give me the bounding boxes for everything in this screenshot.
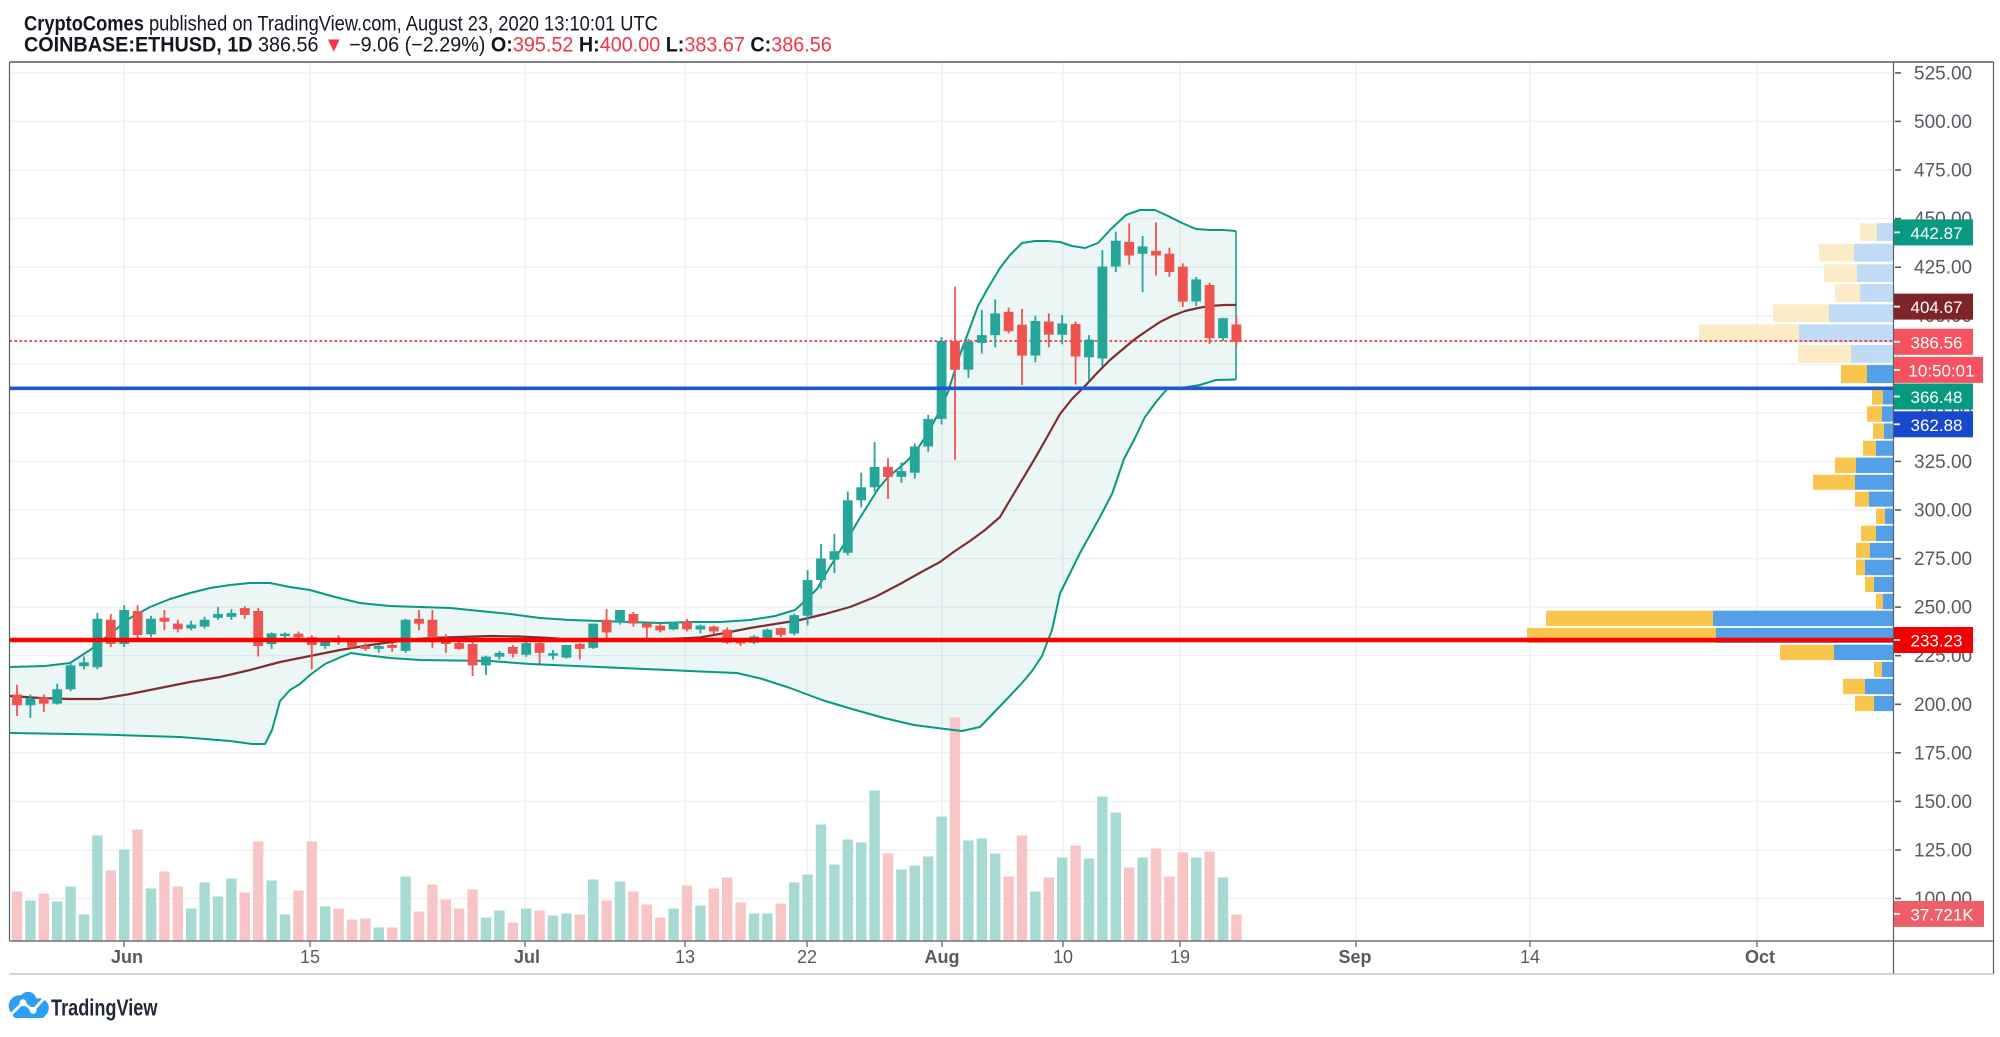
svg-text:14: 14 [1520,947,1540,967]
svg-text:Jun: Jun [111,947,143,967]
svg-text:200.00: 200.00 [1914,695,1972,716]
svg-text:475.00: 475.00 [1914,161,1972,182]
svg-text:19: 19 [1170,947,1190,967]
svg-text:13: 13 [675,947,695,967]
svg-text:22: 22 [797,947,817,967]
svg-text:10: 10 [1053,947,1073,967]
svg-text:386.56: 386.56 [1911,333,1963,352]
svg-text:300.00: 300.00 [1914,501,1972,522]
svg-text:362.88: 362.88 [1911,416,1963,435]
svg-text:10:50:01: 10:50:01 [1908,361,1974,380]
svg-text:500.00: 500.00 [1914,112,1972,133]
svg-text:250.00: 250.00 [1914,598,1972,619]
svg-text:404.67: 404.67 [1911,298,1963,317]
svg-text:125.00: 125.00 [1914,841,1972,862]
svg-text:Aug: Aug [925,947,960,967]
svg-text:175.00: 175.00 [1914,743,1972,764]
svg-text:TradingView: TradingView [51,996,158,1022]
svg-text:325.00: 325.00 [1914,452,1972,473]
svg-text:COINBASE:ETHUSD, 1D 386.56 ▼ −: COINBASE:ETHUSD, 1D 386.56 ▼ −9.06 (−2.2… [24,34,832,57]
svg-text:366.48: 366.48 [1911,388,1963,407]
svg-text:275.00: 275.00 [1914,549,1972,570]
svg-text:150.00: 150.00 [1914,792,1972,813]
svg-text:442.87: 442.87 [1911,224,1963,243]
svg-text:525.00: 525.00 [1914,63,1972,84]
svg-text:Jul: Jul [514,947,540,967]
svg-text:Sep: Sep [1338,947,1371,967]
svg-text:425.00: 425.00 [1914,258,1972,279]
svg-text:Oct: Oct [1745,947,1775,967]
svg-text:CryptoComes published on Tradi: CryptoComes published on TradingView.com… [24,12,658,35]
svg-text:37.721K: 37.721K [1910,905,1974,924]
svg-text:233.23: 233.23 [1911,632,1963,651]
svg-text:15: 15 [300,947,320,967]
